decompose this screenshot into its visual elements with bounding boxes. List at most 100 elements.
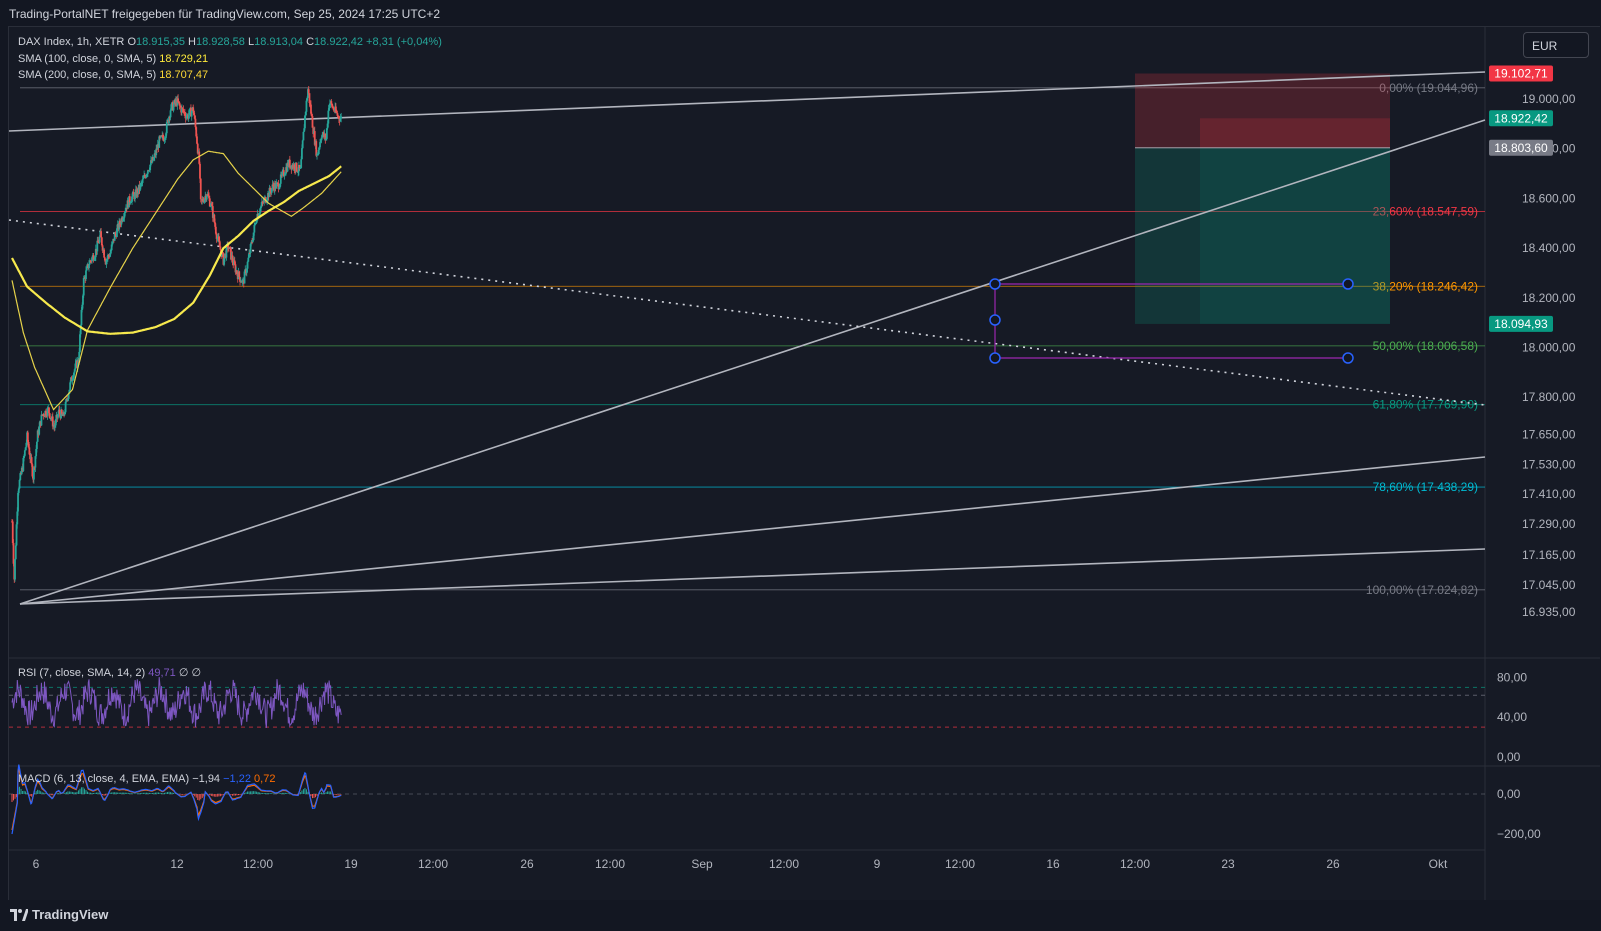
candle-body [261,201,263,206]
target-zone [1135,147,1390,324]
candle-body [279,183,281,188]
close-value: 18.922,42 [314,36,363,48]
candle-body [249,244,252,253]
candle-body [278,187,281,190]
candle-body [248,252,250,258]
fib-level-label: 0,00% (19.044,96) [1379,81,1478,95]
candle-body [275,183,278,189]
x-axis-tick: 12:00 [1120,857,1150,871]
candle-body [17,492,19,512]
candle-body [155,148,158,156]
x-axis-tick: 9 [874,857,881,871]
brand-name: TradingView [32,907,109,922]
candle-body [319,142,321,148]
candle-body [316,154,319,156]
candle-body [160,135,163,137]
chart-canvas[interactable]: 0,00% (19.044,96) 23,60% (18.547,59) 38,20… [0,0,1601,900]
candle-body [90,260,93,262]
candle-body [214,226,217,234]
macd-axis-tick: 0,00 [1497,787,1521,801]
candle-body [255,220,258,224]
x-axis-tick: Sep [691,857,713,871]
candle-body [134,192,136,199]
candle-body [76,359,79,368]
rsi-label: RSI (7, close, SMA, 14, 2) [18,667,146,679]
sma100-value: 18.729,21 [159,53,209,65]
drawing-handle [989,352,1001,364]
candle-body [199,178,202,200]
candle-body [163,139,166,142]
candle-body [178,102,181,106]
candle-body [214,222,216,227]
candle-body [339,118,342,122]
currency-button[interactable]: EUR [1523,32,1589,58]
change-value: +8,31 (+0,04%) [366,36,442,48]
candle-body [317,149,320,155]
candle-body [73,369,76,373]
candle-body [88,264,90,269]
candle-body [66,398,69,400]
candle-body [320,137,323,141]
candle-body [307,89,309,98]
candle-body [14,559,16,580]
candle-body [22,457,25,471]
candle-body [190,111,193,117]
candle-body [207,193,210,197]
candle-body [211,203,213,207]
rising-trendline [19,119,1486,605]
candle-body [158,136,161,148]
candle-body [299,167,302,169]
candle-body [241,279,244,283]
candle-body [48,413,51,419]
candle-body [107,255,110,257]
candle-body [293,164,296,170]
candle-body [199,163,201,179]
candle-body [14,545,17,560]
candle-body [23,450,26,456]
candle-body [93,259,96,261]
candle-body [125,207,127,211]
candle-body [302,131,305,141]
candle-body [92,255,95,261]
candle-body [28,447,31,455]
candle-body [150,160,152,165]
dotted-trendline [8,219,1486,406]
open-label: O [127,36,137,48]
candle-body [100,231,102,238]
candle-body [270,188,273,193]
candle-body [122,218,124,221]
candle-body [162,137,165,142]
candle-body [246,261,249,269]
candle-body [225,245,228,258]
macd-line [11,764,342,835]
candle-body [54,425,56,428]
stop-zone [1135,73,1390,148]
candle-body [233,260,236,265]
candle-body [251,241,253,243]
candle-body [54,419,57,426]
candle-body [36,430,39,442]
sma100-line [11,165,342,335]
rsi-axis-tick: 80,00 [1497,670,1527,684]
candle-body [165,133,167,138]
candle-body [245,268,248,274]
candle-body [183,112,186,116]
x-axis-tick: 26 [1326,857,1340,871]
x-axis-tick: 12:00 [945,857,975,871]
candle-body [325,138,327,140]
candle-body [91,257,93,262]
candle-body [332,107,335,111]
candle-body [182,108,185,112]
candle-body [122,217,125,219]
candle-body [140,182,143,184]
candle-body [16,511,19,525]
candle-body [94,257,96,260]
candle-body [159,135,162,138]
candle-body [254,223,257,225]
candle-body [304,111,307,116]
macd-value: −1,94 [192,773,221,785]
x-axis-tick: 12:00 [418,857,448,871]
candle-body [132,192,135,195]
candle-body [105,260,108,265]
price-label-badge [1489,315,1553,332]
